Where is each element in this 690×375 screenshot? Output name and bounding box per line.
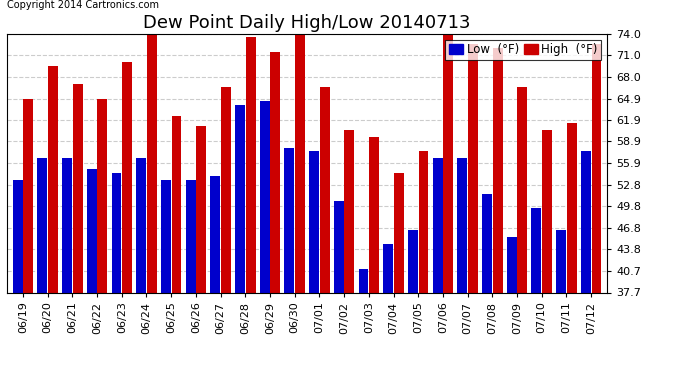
Bar	[172, 116, 181, 375]
Bar	[482, 194, 492, 375]
Bar	[259, 102, 270, 375]
Bar	[443, 34, 453, 375]
Bar	[334, 201, 344, 375]
Bar	[394, 173, 404, 375]
Bar	[295, 27, 305, 375]
Bar	[12, 180, 23, 375]
Bar	[186, 180, 195, 375]
Bar	[270, 52, 280, 375]
Bar	[408, 230, 418, 375]
Bar	[309, 152, 319, 375]
Bar	[359, 269, 368, 375]
Title: Dew Point Daily High/Low 20140713: Dew Point Daily High/Low 20140713	[144, 14, 471, 32]
Bar	[161, 180, 171, 375]
Bar	[23, 99, 33, 375]
Bar	[97, 99, 108, 375]
Legend: Low  (°F), High  (°F): Low (°F), High (°F)	[446, 40, 601, 60]
Bar	[369, 137, 379, 375]
Bar	[556, 230, 566, 375]
Bar	[196, 126, 206, 375]
Bar	[419, 152, 428, 375]
Bar	[531, 209, 542, 375]
Bar	[87, 169, 97, 375]
Bar	[383, 244, 393, 375]
Bar	[506, 237, 517, 375]
Bar	[62, 159, 72, 375]
Bar	[468, 45, 478, 375]
Bar	[344, 130, 355, 375]
Bar	[433, 159, 442, 375]
Bar	[518, 87, 527, 375]
Bar	[457, 159, 467, 375]
Bar	[284, 148, 295, 375]
Bar	[591, 45, 602, 375]
Text: Copyright 2014 Cartronics.com: Copyright 2014 Cartronics.com	[7, 0, 159, 10]
Bar	[542, 130, 552, 375]
Bar	[246, 38, 255, 375]
Bar	[48, 66, 58, 375]
Bar	[147, 34, 157, 375]
Bar	[122, 62, 132, 375]
Bar	[37, 159, 48, 375]
Bar	[235, 105, 245, 375]
Bar	[566, 123, 577, 375]
Bar	[72, 84, 83, 375]
Bar	[319, 87, 330, 375]
Bar	[210, 176, 220, 375]
Bar	[493, 48, 502, 375]
Bar	[112, 173, 121, 375]
Bar	[221, 87, 231, 375]
Bar	[581, 152, 591, 375]
Bar	[136, 159, 146, 375]
